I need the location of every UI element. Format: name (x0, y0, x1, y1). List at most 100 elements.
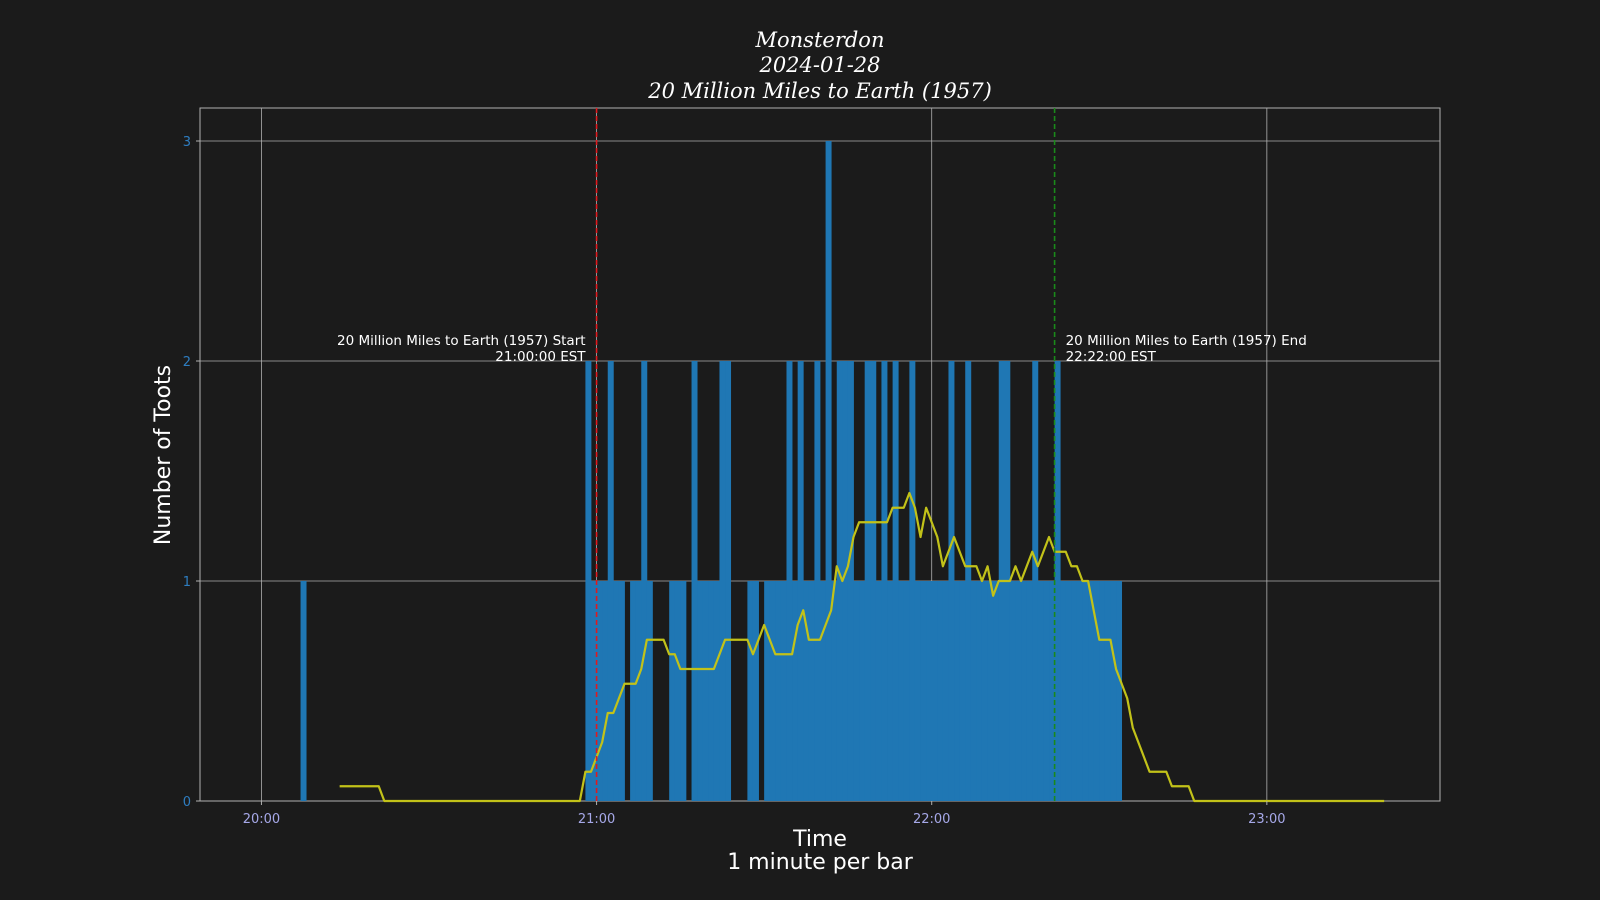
bar (1026, 581, 1033, 801)
bar (942, 581, 949, 801)
bar (792, 581, 799, 801)
bar (669, 581, 676, 801)
bar (1037, 581, 1044, 801)
bar (914, 581, 921, 801)
bar (853, 581, 860, 801)
bar (970, 581, 977, 801)
chart-title-line-1: Monsterdon (755, 28, 885, 52)
bar (1088, 581, 1095, 801)
bar (607, 361, 614, 801)
x-tick-label: 22:00 (913, 812, 950, 827)
bar (898, 581, 905, 801)
bar (976, 581, 983, 801)
bar (1060, 581, 1067, 801)
bar (708, 581, 715, 801)
bar (931, 581, 938, 801)
bar (808, 581, 815, 801)
bar (803, 581, 810, 801)
rolling-average-line (339, 491, 1385, 803)
x-tick-label: 23:00 (1248, 812, 1285, 827)
marker-label-0-1: 21:00:00 EST (495, 349, 586, 365)
bar (820, 581, 826, 801)
bar (1015, 581, 1022, 801)
bar (674, 581, 681, 801)
bar (702, 581, 709, 801)
bar (691, 361, 698, 801)
bar (780, 581, 787, 801)
bar (680, 581, 687, 801)
bar (1021, 581, 1028, 801)
bar (1116, 581, 1123, 801)
bar (920, 581, 927, 801)
bar (1065, 581, 1072, 801)
bar (1032, 361, 1039, 801)
bar (954, 581, 961, 801)
bar (892, 361, 899, 801)
bar (825, 141, 832, 801)
bar (590, 581, 597, 801)
x-tick-label: 21:00 (578, 812, 615, 827)
x-tick-label: 20:00 (243, 812, 280, 827)
bar (300, 581, 307, 801)
bar (1082, 581, 1089, 801)
bar (814, 361, 821, 801)
bar (752, 581, 759, 801)
bar (613, 581, 620, 801)
bar (993, 581, 1000, 801)
bar (864, 361, 871, 801)
bar (764, 581, 771, 801)
bar (713, 581, 720, 801)
bar (585, 361, 592, 801)
bar (635, 581, 642, 801)
marker-label-1-0: 20 Million Miles to Earth (1957) End (1066, 333, 1307, 349)
event-markers: 20 Million Miles to Earth (1957) Start21… (337, 108, 1307, 801)
bar (948, 361, 955, 801)
bar (602, 581, 609, 801)
rolling-average-polyline (339, 491, 1385, 803)
bar (1054, 361, 1061, 801)
bar (1110, 581, 1117, 801)
y-tick-label: 0 (183, 795, 191, 810)
bar (847, 361, 854, 801)
y-tick-label: 2 (183, 355, 191, 370)
bar (1009, 581, 1016, 801)
chart-title-line-2: 2024-01-28 (758, 53, 880, 77)
y-tick-label: 1 (183, 575, 191, 590)
y-axis-ticks: 0 1 2 3 (183, 135, 200, 810)
x-axis-ticks: 20:00 21:00 22:00 23:00 (243, 801, 1286, 827)
bar (630, 581, 637, 801)
bar (1099, 581, 1106, 801)
x-axis-label: Time (792, 827, 847, 852)
bar (646, 581, 653, 801)
bar (875, 581, 882, 801)
bar (870, 361, 877, 801)
marker-label-1-1: 22:22:00 EST (1066, 349, 1157, 365)
bar (1049, 581, 1055, 801)
bar (887, 581, 894, 801)
bar (747, 581, 754, 801)
bar (981, 581, 988, 801)
bar (937, 581, 944, 801)
chart-title: Monsterdon 2024-01-28 20 Million Miles t… (647, 28, 992, 103)
bar (697, 581, 704, 801)
chart-title-line-3: 20 Million Miles to Earth (1957) (647, 79, 992, 103)
y-axis-label: Number of Toots (151, 365, 176, 545)
y-tick-label: 3 (183, 135, 191, 150)
bar (1076, 581, 1083, 801)
bar (881, 361, 888, 801)
bar (959, 581, 966, 801)
bar (725, 361, 732, 801)
bar (641, 361, 648, 801)
bar (987, 581, 994, 801)
bar (786, 361, 793, 801)
bar (1093, 581, 1100, 801)
bar (831, 581, 838, 801)
bar (836, 361, 843, 801)
bar (965, 361, 972, 801)
bar (769, 581, 776, 801)
bar (903, 581, 910, 801)
bar (775, 581, 782, 801)
marker-label-0-0: 20 Million Miles to Earth (1957) Start (337, 333, 586, 349)
x-axis-sublabel: 1 minute per bar (727, 850, 914, 875)
